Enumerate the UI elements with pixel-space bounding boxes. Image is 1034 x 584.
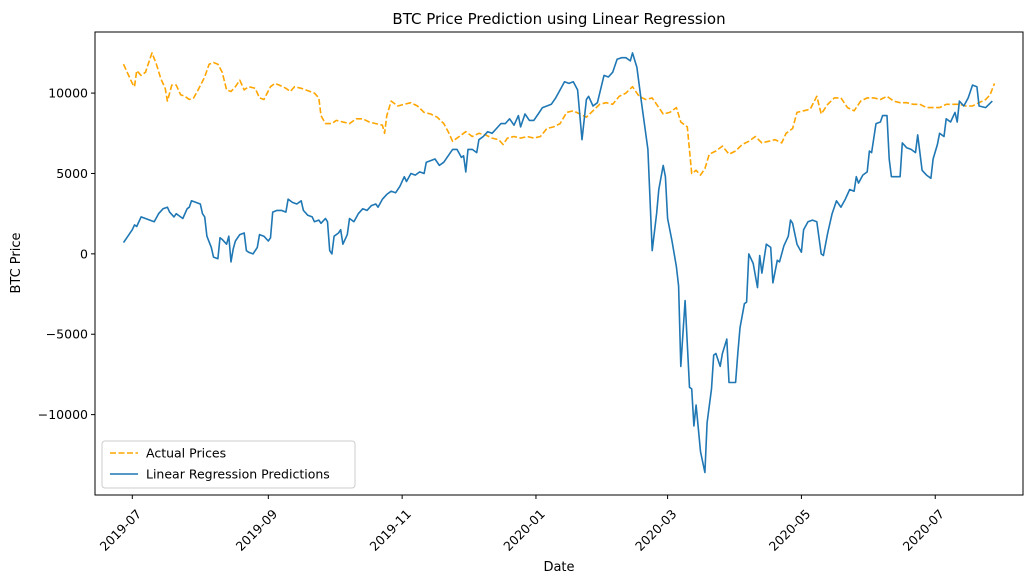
y-tick-label: −10000 — [38, 407, 88, 422]
y-tick-label: 0 — [80, 246, 88, 261]
legend-box — [101, 440, 356, 489]
plot-area — [95, 32, 1023, 495]
legend: Actual Prices Linear Regression Predicti… — [101, 440, 356, 489]
y-axis-label: BTC Price — [9, 232, 24, 293]
series-line-linear-regression-predictions — [122, 52, 993, 474]
series-layer — [122, 52, 996, 474]
y-axis-ticks: −10000 −5000 0 5000 10000 — [38, 86, 95, 422]
series-line-actual-prices — [122, 52, 996, 176]
legend-label-linear-regression-predictions: Linear Regression Predictions — [146, 467, 330, 482]
x-axis-label: Date — [543, 560, 574, 575]
y-tick-label: 5000 — [56, 166, 88, 181]
y-tick-label: −5000 — [46, 327, 88, 342]
chart-title: BTC Price Prediction using Linear Regres… — [392, 10, 725, 28]
y-tick-label: 10000 — [48, 86, 88, 101]
legend-label-actual-prices: Actual Prices — [146, 446, 226, 461]
plot-frame — [94, 31, 1024, 496]
